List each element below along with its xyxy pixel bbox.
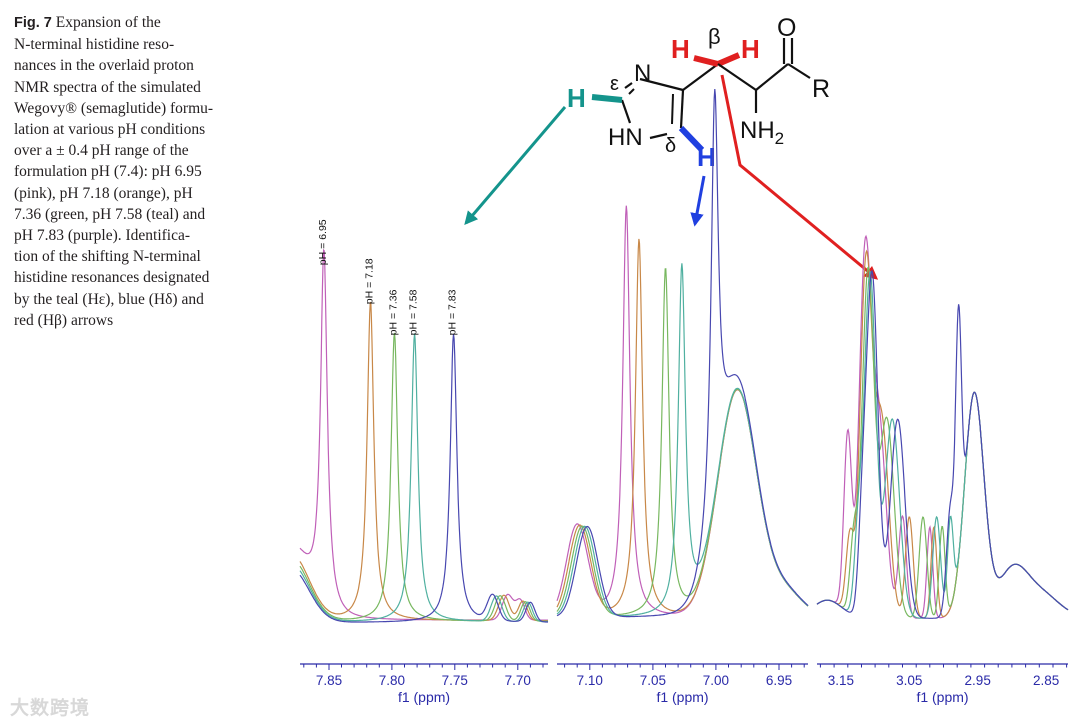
spectrum-panel-h-epsilon: pH = 6.95 pH = 7.18 pH = 7.36 pH = 7.58 pH =… <box>299 219 549 705</box>
x-tick-label: 7.70 <box>505 673 531 688</box>
ring-bond <box>639 77 684 92</box>
h-epsilon-label: H <box>567 83 586 113</box>
x-tick-label: 2.85 <box>1033 673 1059 688</box>
ring-bond <box>628 88 635 95</box>
h-beta-left-label: H <box>671 34 690 64</box>
ring-bond <box>679 89 685 129</box>
ring-bond <box>620 99 632 124</box>
chain-bond <box>787 63 811 79</box>
spectrum-trace-epsilon-1 <box>299 301 548 622</box>
ph-label: pH = 7.36 <box>387 289 399 335</box>
x-axis-label: f1 (ppm) <box>398 689 450 705</box>
spectrum-trace-epsilon-2 <box>299 332 548 622</box>
spectrum-trace-delta-2 <box>556 268 809 616</box>
x-tick-label: 7.00 <box>703 673 729 688</box>
h-beta-arrow <box>720 74 879 280</box>
spectrum-trace-beta-2 <box>816 266 1069 618</box>
c-beta-h-bond <box>716 52 741 67</box>
x-axis-label: f1 (ppm) <box>656 689 708 705</box>
ph-label: pH = 7.58 <box>408 289 420 335</box>
epsilon-label: ε <box>610 73 619 95</box>
ph-label: pH = 7.83 <box>447 289 459 335</box>
chain-bond <box>717 63 757 91</box>
spectrum-trace-beta-3 <box>816 270 1069 619</box>
ring-bond <box>649 132 668 140</box>
amine-base: NH <box>740 117 775 144</box>
x-axis-label: f1 (ppm) <box>916 689 968 705</box>
caption-text: Expansion of the N-terminal histidine re… <box>14 14 214 329</box>
amine-label: NH2 <box>740 117 784 148</box>
h-epsilon-arrow <box>464 106 567 226</box>
x-tick-label: 3.05 <box>896 673 922 688</box>
x-tick-label: 7.10 <box>577 673 603 688</box>
ring-bond <box>671 93 674 125</box>
spectrum-trace-delta-4 <box>556 89 809 618</box>
h-delta-arrow <box>690 175 706 227</box>
ph-label: pH = 6.95 <box>317 219 329 265</box>
amine-subscript: 2 <box>775 129 784 148</box>
spectrum-panel-h-beta: 3.15 3.05 2.95 2.85 f1 (ppm) <box>816 234 1069 705</box>
beta-label: β <box>708 24 721 49</box>
x-tick-label: 6.95 <box>766 673 792 688</box>
x-tick-label: 3.15 <box>828 673 854 688</box>
spectrum-trace-beta-4 <box>816 269 1069 619</box>
h-beta-right-label: H <box>741 34 760 64</box>
x-tick-label: 7.75 <box>442 673 468 688</box>
watermark-logo: 大数跨境 <box>10 697 91 719</box>
spectrum-trace-delta-3 <box>556 263 809 617</box>
delta-label: δ <box>665 135 676 157</box>
ring-hn-label: HN <box>608 124 643 151</box>
c-beta-h-bond <box>693 55 719 67</box>
oxygen-label: O <box>777 14 796 42</box>
spectrum-trace-epsilon-4 <box>299 334 549 623</box>
x-tick-label: 7.05 <box>640 673 666 688</box>
h-delta-label: H <box>697 142 716 172</box>
spectrum-panel-h-delta: 7.10 7.05 7.00 6.95 f1 (ppm) <box>556 89 809 705</box>
spectrum-trace-epsilon-0 <box>299 248 548 621</box>
ring-bond <box>624 82 633 89</box>
ph-label: pH = 7.18 <box>364 258 376 304</box>
c-delta-h-bond <box>678 125 705 153</box>
x-tick-label: 7.85 <box>316 673 342 688</box>
chain-bond <box>682 63 719 91</box>
histidine-structure: H ε N HN δ H H β H O R NH2 <box>567 14 830 172</box>
r-group-label: R <box>812 75 830 103</box>
chain-bond <box>755 63 789 91</box>
spectrum-trace-epsilon-3 <box>299 333 548 623</box>
figure-label: Fig. 7 <box>14 15 52 31</box>
figure-caption: Fig. 7 Expansion of the N-terminal histi… <box>14 12 252 331</box>
x-tick-label: 7.80 <box>379 673 405 688</box>
ring-n-label: N <box>634 60 651 87</box>
x-tick-label: 2.95 <box>965 673 991 688</box>
c-epsilon-h-bond <box>591 94 623 103</box>
